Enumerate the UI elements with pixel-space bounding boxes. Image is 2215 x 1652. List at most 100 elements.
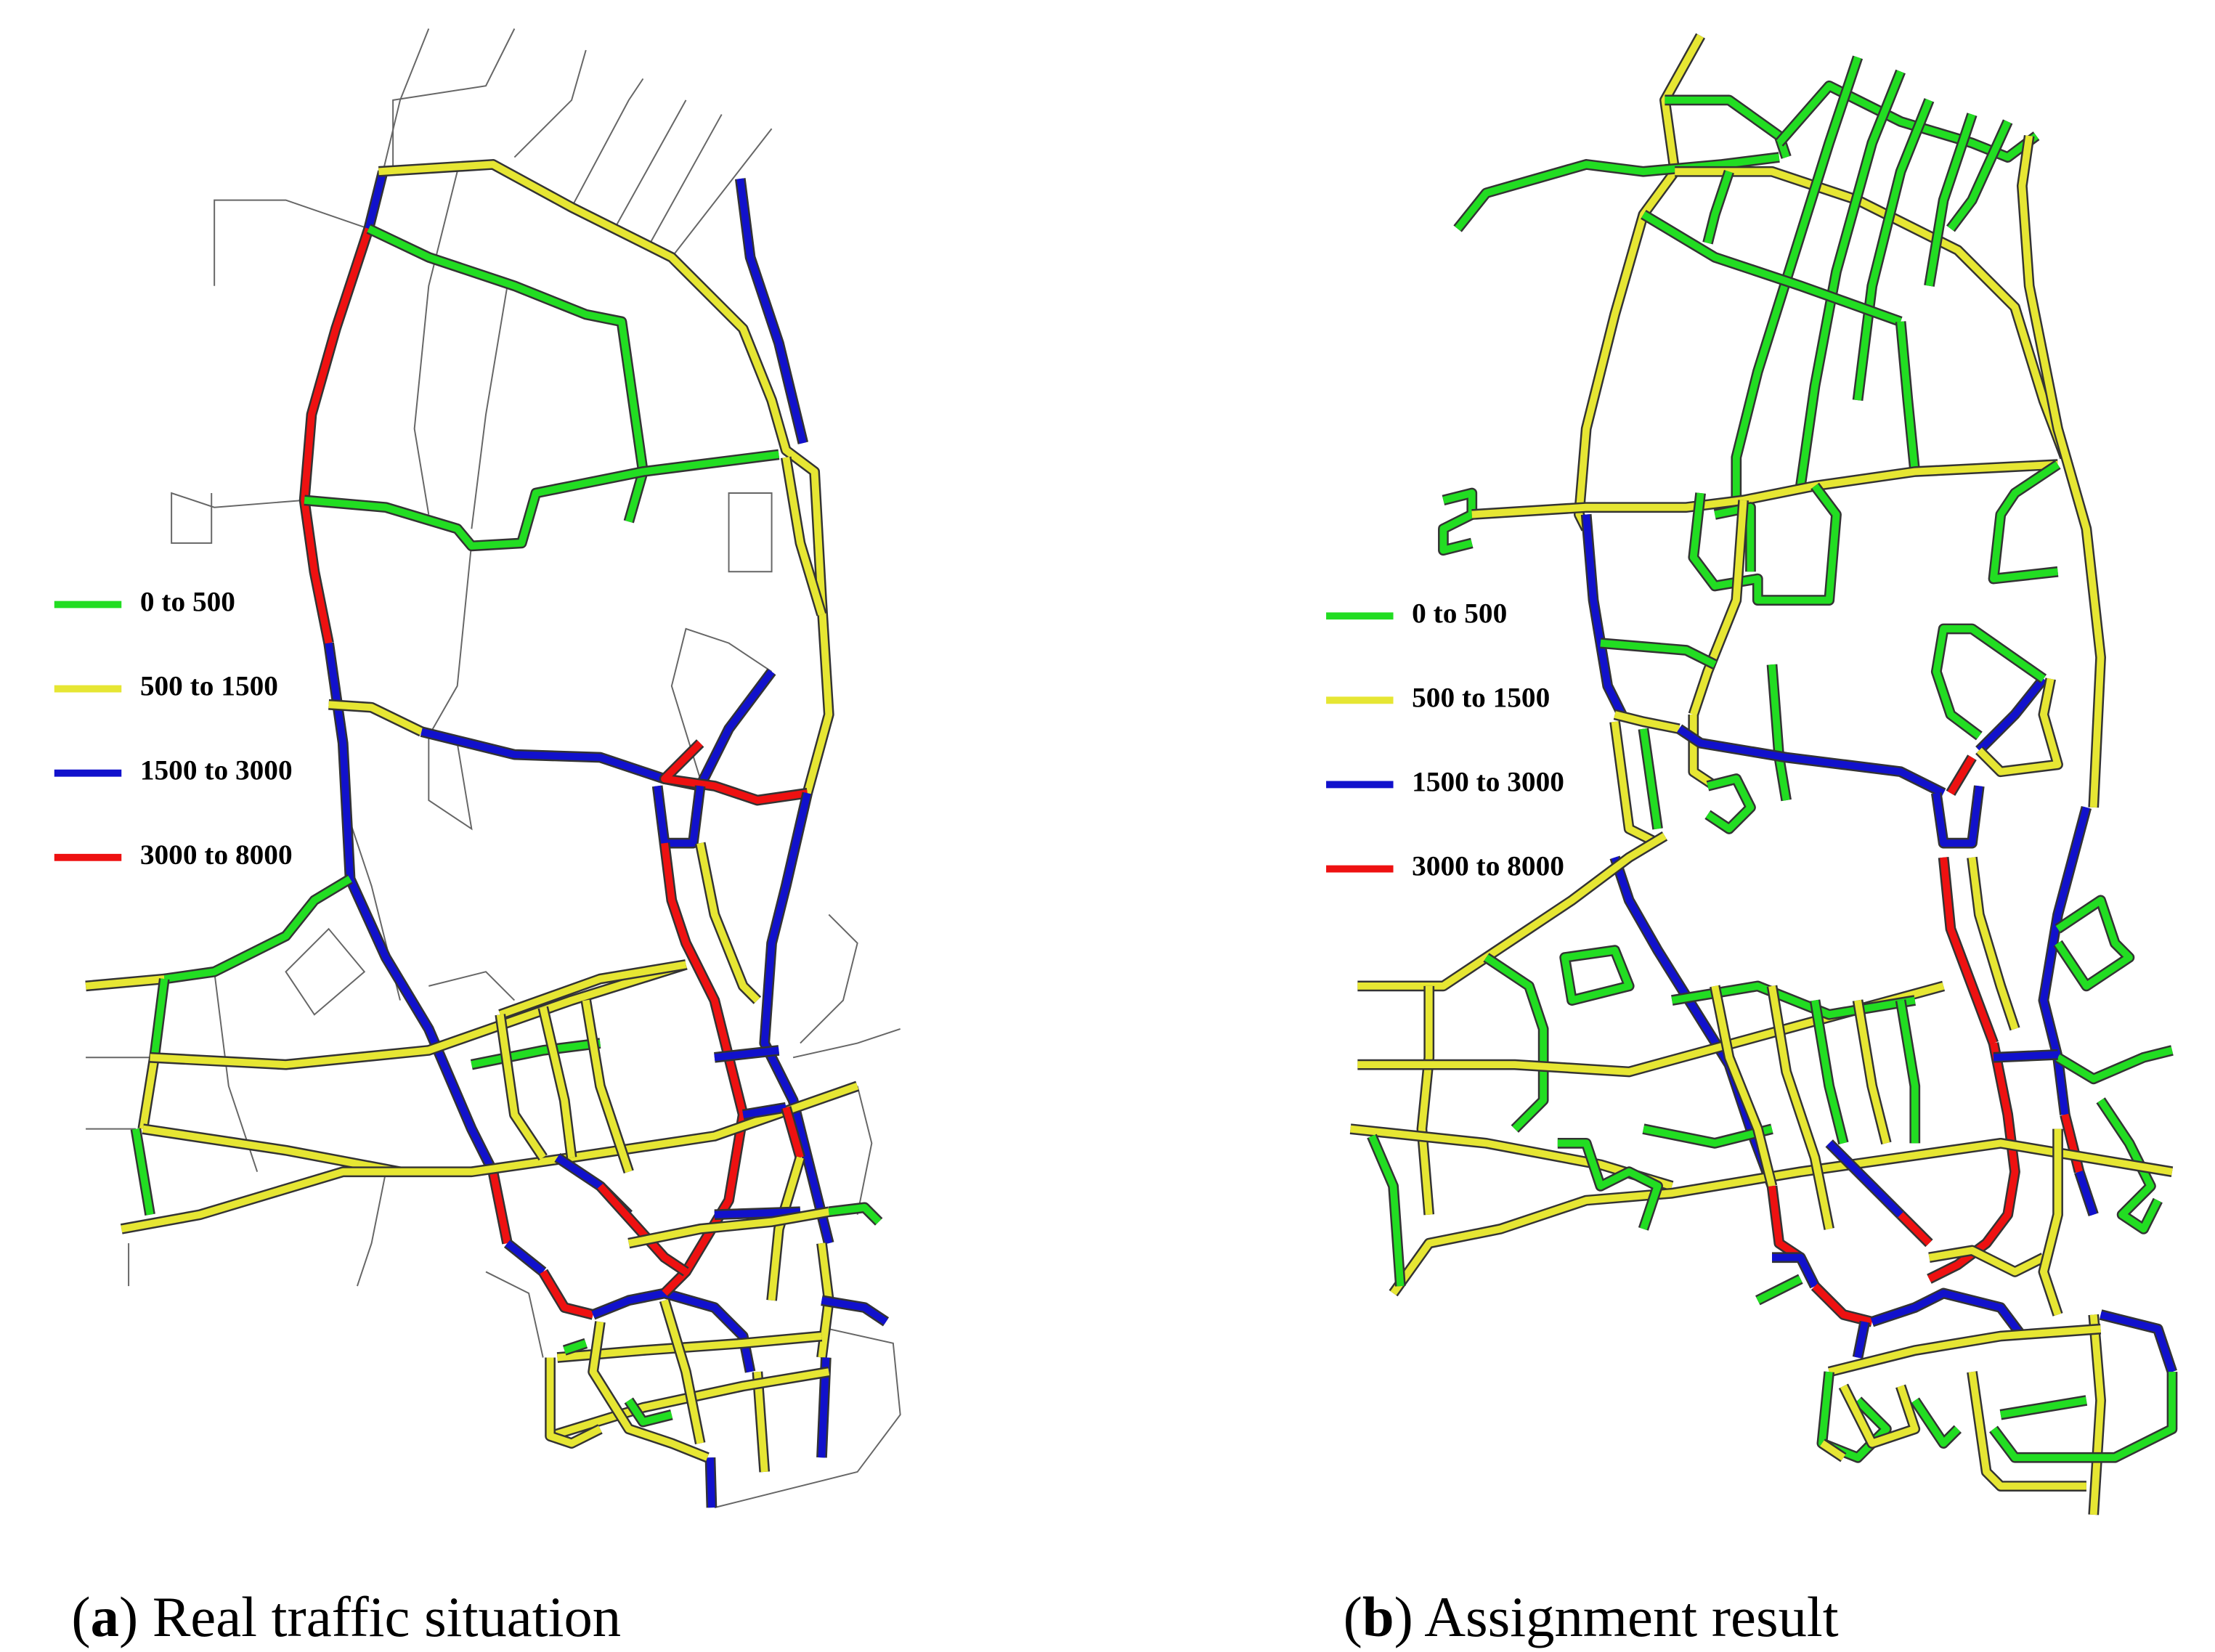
road xyxy=(1665,96,1790,159)
road xyxy=(539,1006,575,1158)
road xyxy=(420,670,775,790)
road xyxy=(1675,168,2068,459)
road xyxy=(768,1156,804,1301)
road xyxy=(471,1039,601,1068)
roads xyxy=(85,159,890,1508)
caption-part: a xyxy=(91,1586,119,1649)
road-outline xyxy=(1483,953,1549,1133)
minor-road xyxy=(649,114,723,244)
road xyxy=(627,1208,830,1247)
road xyxy=(1561,946,1633,1004)
road xyxy=(1990,461,2060,583)
road xyxy=(782,457,826,616)
road xyxy=(2055,896,2133,990)
road-outline xyxy=(2016,135,2106,808)
road xyxy=(1811,999,1848,1144)
road xyxy=(1704,170,1733,244)
road xyxy=(1677,725,1946,797)
minor-road xyxy=(428,971,516,1001)
road xyxy=(821,1296,888,1325)
legend: 0 to 500 500 to 1500 1500 to 3000 3000 to 8… xyxy=(54,586,293,871)
minor-road xyxy=(285,927,366,1016)
road xyxy=(1484,954,1548,1132)
road xyxy=(328,701,423,736)
road xyxy=(2056,1046,2174,1083)
caption: (a) Real traffic situation xyxy=(71,1586,621,1649)
road xyxy=(1714,503,1755,572)
road xyxy=(1732,56,1861,500)
road xyxy=(1711,985,1776,1187)
road xyxy=(1940,857,1997,1045)
road xyxy=(85,975,165,990)
road xyxy=(1976,676,2047,753)
road xyxy=(661,740,808,805)
panel-b: 0 to 500 500 to 1500 1500 to 3000 3000 to 8… xyxy=(1326,33,2178,1515)
road xyxy=(1756,1275,1803,1304)
road xyxy=(1828,1325,2101,1375)
road xyxy=(742,1104,787,1118)
road xyxy=(150,961,687,1069)
road xyxy=(1871,1290,2025,1338)
road xyxy=(1968,1371,2086,1490)
road xyxy=(546,1357,602,1447)
road xyxy=(1776,82,2039,161)
road xyxy=(1932,625,2046,739)
caption-part: ) Real traffic situation xyxy=(119,1586,621,1649)
road xyxy=(1812,1283,1873,1326)
captions: (a) Real traffic situation (b) Assignment… xyxy=(71,1586,1838,1649)
road xyxy=(499,961,687,1018)
road xyxy=(1968,857,2019,1030)
road xyxy=(589,1321,709,1461)
minor-roads xyxy=(86,28,901,1509)
road xyxy=(1991,1372,2176,1462)
road xyxy=(696,842,760,1004)
road-outline xyxy=(1795,69,1906,487)
road xyxy=(1614,711,1680,733)
road xyxy=(1854,99,1933,401)
road xyxy=(1854,1321,1869,1359)
minor-road xyxy=(800,914,858,1044)
minor-road xyxy=(357,1171,387,1287)
minor-road xyxy=(471,285,508,529)
road xyxy=(1797,70,1904,487)
minor-road xyxy=(856,1086,873,1215)
road xyxy=(1925,113,1976,287)
road xyxy=(540,1269,594,1319)
road xyxy=(1357,982,1945,1075)
panel-a: 0 to 500 500 to 1500 1500 to 3000 3000 to 8… xyxy=(54,28,901,1509)
road xyxy=(714,1046,779,1062)
road-outline xyxy=(420,668,776,792)
road xyxy=(142,1125,401,1176)
minor-road xyxy=(413,171,458,515)
legend-label: 3000 to 8000 xyxy=(140,839,293,871)
caption: (b) Assignment result xyxy=(1344,1586,1839,1649)
road xyxy=(121,1082,859,1233)
road xyxy=(563,1340,588,1354)
road xyxy=(1575,33,1704,531)
minor-road xyxy=(670,627,773,779)
road xyxy=(1947,755,1975,795)
legend: 0 to 500 500 to 1500 1500 to 3000 3000 to 8… xyxy=(1326,597,1564,882)
road xyxy=(1690,500,1747,716)
road xyxy=(2018,135,2105,808)
road xyxy=(1993,1051,2058,1062)
road xyxy=(150,978,168,1058)
road xyxy=(582,999,633,1173)
road xyxy=(661,1299,704,1444)
road xyxy=(1368,1134,1405,1287)
road xyxy=(496,1014,546,1160)
roads xyxy=(1349,33,2178,1515)
minor-road xyxy=(728,492,773,573)
minor-road xyxy=(614,99,687,229)
road xyxy=(1897,999,1919,1144)
road xyxy=(1705,775,1755,833)
legend-label: 0 to 500 xyxy=(140,586,235,618)
road xyxy=(1455,153,1780,232)
road xyxy=(1932,785,1983,847)
minor-road xyxy=(571,78,644,208)
road xyxy=(707,1457,715,1508)
legend-label: 1500 to 3000 xyxy=(1412,765,1564,797)
road xyxy=(1439,489,1476,554)
